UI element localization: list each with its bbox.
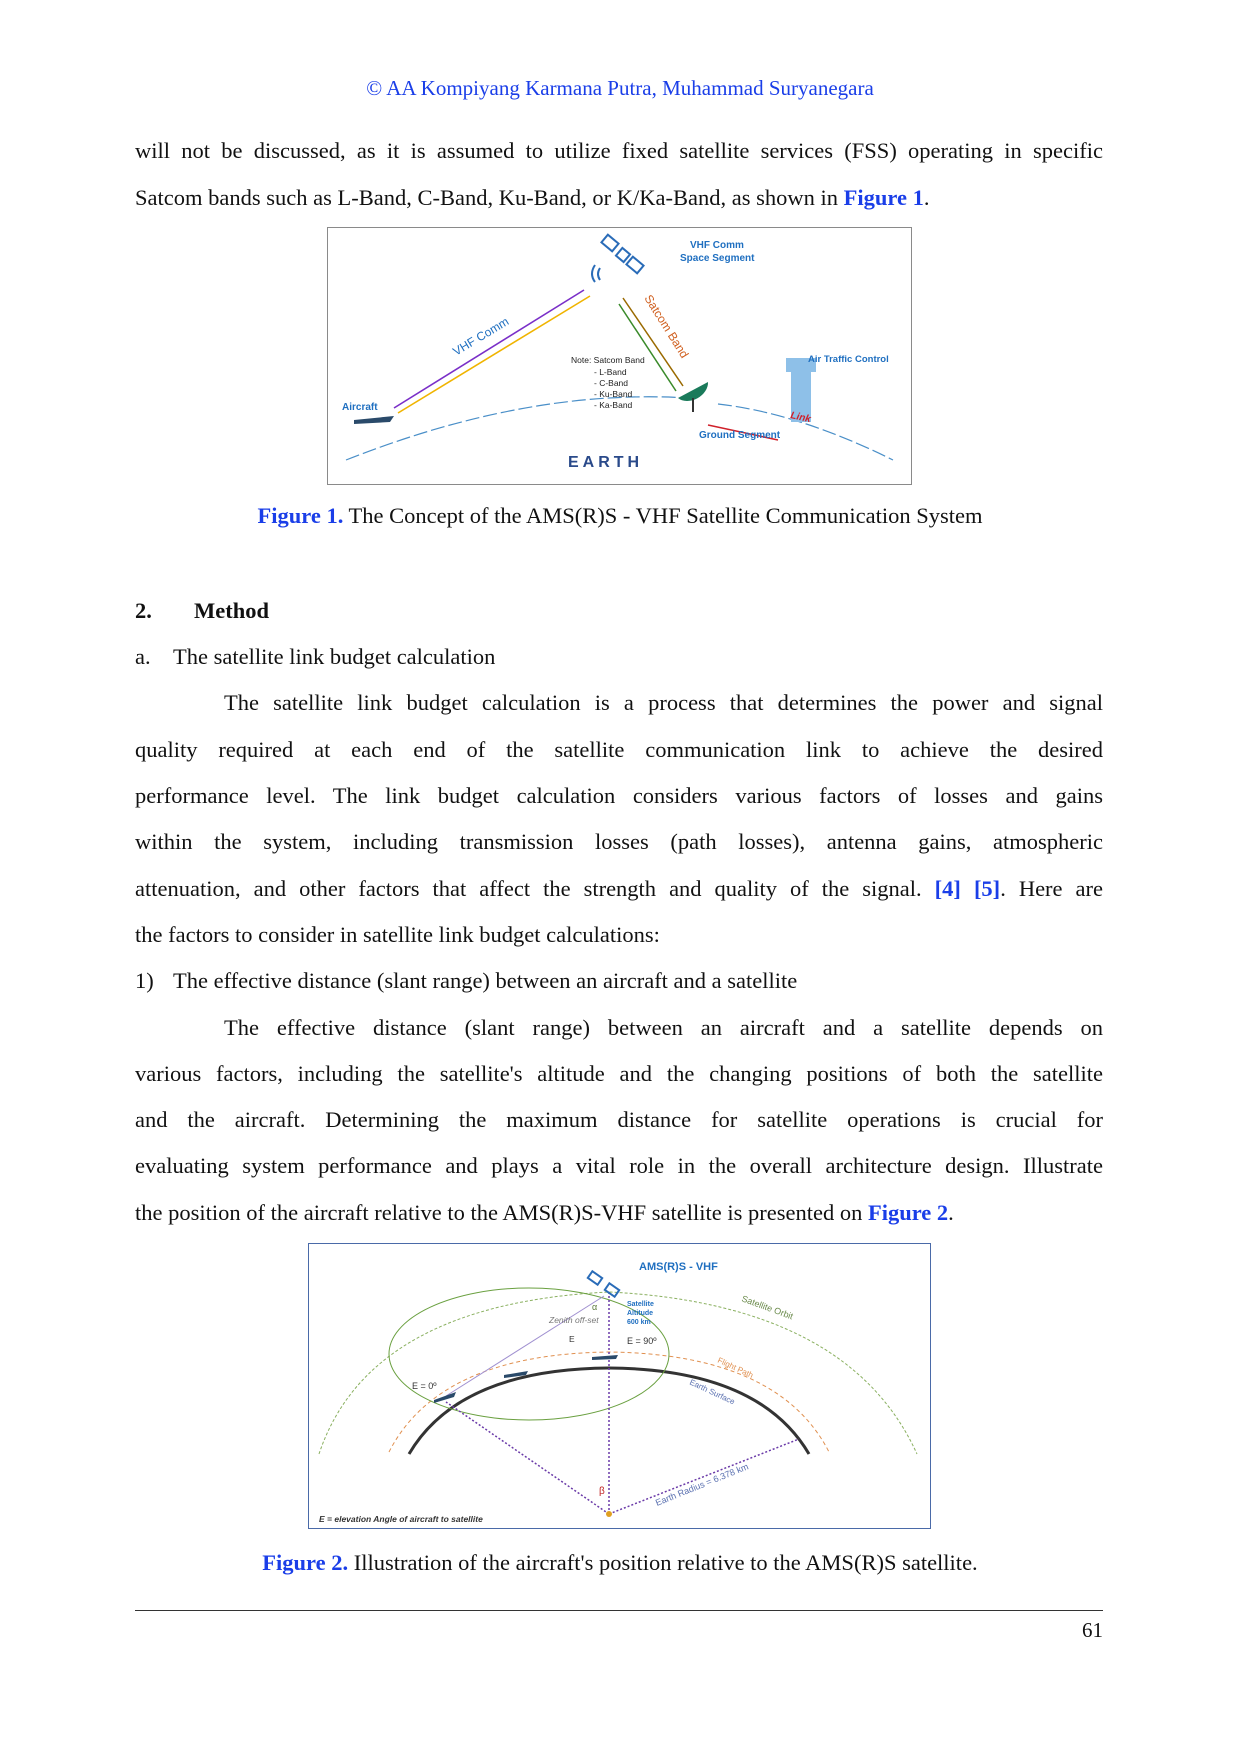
caption-text: Illustration of the aircraft's position … (348, 1550, 978, 1575)
text: . (923, 185, 930, 210)
para2-line: The effective distance (slant range) bet… (224, 1015, 1103, 1040)
label-vhf-comm-space: VHF Comm (690, 240, 744, 251)
para2-line: various factors, including the satellite… (135, 1061, 1103, 1086)
para2-line: the position of the aircraft relative to… (135, 1198, 1103, 1228)
label-sat-alt: Altitude (627, 1310, 653, 1317)
note-item: - Ku-Band (594, 389, 633, 399)
item-number: 1) (135, 968, 154, 993)
satellite-icon (591, 233, 645, 283)
label-aircraft: Aircraft (342, 402, 378, 413)
ref-5-link[interactable]: [5] (973, 876, 1001, 901)
satellite-dish-icon (678, 382, 709, 412)
legend: E = elevation Angle of aircraft to satel… (319, 1514, 483, 1524)
control-tower-icon (786, 358, 816, 422)
list-item-1: 1) The effective distance (slant range) b… (135, 966, 1103, 996)
label-alpha: α (592, 1302, 597, 1312)
text: . Here are (1000, 876, 1104, 901)
text: . (948, 1200, 954, 1225)
running-header: © AA Kompiyang Karmana Putra, Muhammad S… (366, 76, 874, 100)
label-e0: E = 0º (412, 1381, 437, 1391)
figure-2: AMS(R)S - VHF Satellite Altitude 600 km … (308, 1243, 931, 1529)
note-title: Note: Satcom Band (571, 355, 645, 365)
para1-line: attenuation, and other factors that affe… (135, 874, 1103, 904)
para2-line: and the aircraft. Determining the maximu… (135, 1107, 1103, 1132)
ref-4-link[interactable]: [4] (934, 876, 961, 901)
para1-line: performance level. The link budget calcu… (135, 783, 1103, 808)
para1-line: quality required at each end of the sate… (135, 737, 1103, 762)
figure-2-link[interactable]: Figure 2 (867, 1200, 949, 1225)
aircraft-icon (434, 1355, 618, 1403)
note-item: - Ka-Band (594, 400, 633, 410)
satellite-icon (586, 1269, 621, 1299)
intro-line-1: will not be discussed, as it is assumed … (135, 138, 1103, 163)
subsection-title: The satellite link budget calculation (173, 644, 496, 669)
text: attenuation, and other factors that affe… (135, 876, 935, 901)
label-earth: EARTH (568, 454, 643, 471)
label-sat-alt: 600 km (627, 1319, 651, 1326)
label-space-segment: Space Segment (680, 253, 755, 264)
label-orbit: Satellite Orbit (740, 1293, 795, 1321)
note-item: - C-Band (594, 378, 628, 388)
figure-2-caption: Figure 2. Illustration of the aircraft's… (0, 1550, 1240, 1576)
label-beta: β (599, 1486, 605, 1497)
label-zenith: Zenith off-set (548, 1315, 599, 1325)
label-earth-radius: Earth Radius = 6.378 km (654, 1461, 750, 1507)
section-title: Method (194, 598, 269, 623)
caption-text: The Concept of the AMS(R)S - VHF Satelli… (343, 503, 983, 528)
label-title: AMS(R)S - VHF (639, 1261, 718, 1273)
caption-label: Figure 2. (262, 1550, 349, 1575)
label-e: E (569, 1334, 575, 1344)
label-flight-path: Flight Path (716, 1356, 754, 1380)
para2-line: evaluating system performance and plays … (135, 1153, 1103, 1178)
para1-line: within the system, including transmissio… (135, 829, 1103, 854)
note-item: - L-Band (594, 367, 627, 377)
para1-line: the factors to consider in satellite lin… (135, 922, 660, 947)
text: the position of the aircraft relative to… (135, 1200, 868, 1225)
subsection-heading: a. The satellite link budget calculation (135, 642, 1103, 672)
section-number: 2. (135, 598, 152, 623)
page-number: 61 (1082, 1618, 1103, 1642)
section-heading: 2. Method (135, 596, 1103, 626)
figure-1-caption: Figure 1. The Concept of the AMS(R)S - V… (0, 503, 1240, 529)
subsection-letter: a. (135, 644, 151, 669)
label-link: Link (789, 410, 812, 425)
label-ground-segment: Ground Segment (699, 430, 781, 441)
caption-label: Figure 1. (257, 503, 344, 528)
para1-line: The satellite link budget calculation is… (224, 690, 1103, 715)
footer-divider (135, 1610, 1103, 1611)
label-vhf-comm: VHF Comm (450, 314, 511, 358)
figure-1: VHF Comm Space Segment VHF Comm Satcom B… (327, 227, 912, 485)
figure-1-link[interactable]: Figure 1 (843, 185, 924, 210)
item-title: The effective distance (slant range) bet… (173, 968, 798, 993)
intro-line-2: Satcom bands such as L-Band, C-Band, Ku-… (135, 183, 1103, 213)
text: Satcom bands such as L-Band, C-Band, Ku-… (135, 185, 844, 210)
label-e90: E = 90º (627, 1336, 657, 1346)
earth-center-marker (606, 1511, 612, 1517)
aircraft-icon (354, 416, 394, 424)
label-atc: Air Traffic Control (808, 354, 889, 365)
label-sat-alt: Satellite (627, 1301, 654, 1308)
